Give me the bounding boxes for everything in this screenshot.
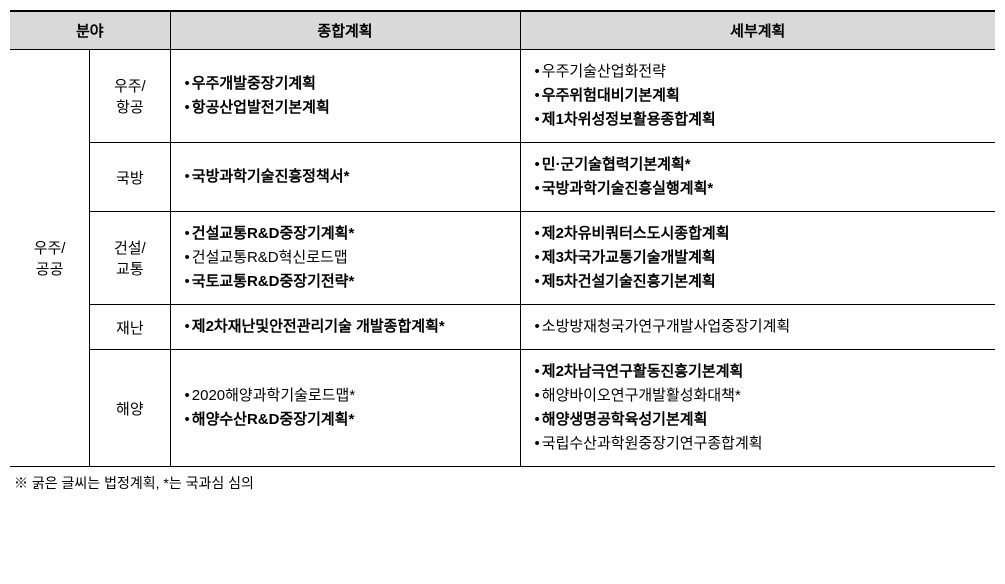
- comprehensive-cell: 제2차재난및안전관리기술 개발종합계획*: [170, 305, 520, 350]
- header-comprehensive: 종합계획: [170, 11, 520, 50]
- subcategory-cell: 우주/항공: [90, 50, 170, 143]
- table-row: 우주/공공우주/항공우주개발중장기계획항공산업발전기본계획우주기술산업화전략우주…: [10, 50, 995, 143]
- table-row: 재난제2차재난및안전관리기술 개발종합계획*소방방재청국가연구개발사업중장기계획: [10, 305, 995, 350]
- comprehensive-cell: 우주개발중장기계획항공산업발전기본계획: [170, 50, 520, 143]
- detail-cell: 민·군기술협력기본계획*국방과학기술진흥실행계획*: [520, 143, 995, 212]
- detail-cell: 제2차유비쿼터스도시종합계획제3차국가교통기술개발계획제5차건설기술진흥기본계획: [520, 212, 995, 305]
- subcategory-cell: 재난: [90, 305, 170, 350]
- table-row: 국방국방과학기술진흥정책서*민·군기술협력기본계획*국방과학기술진흥실행계획*: [10, 143, 995, 212]
- detail-cell: 소방방재청국가연구개발사업중장기계획: [520, 305, 995, 350]
- subcategory-cell: 건설/교통: [90, 212, 170, 305]
- header-detail: 세부계획: [520, 11, 995, 50]
- plan-table: 분야 종합계획 세부계획 우주/공공우주/항공우주개발중장기계획항공산업발전기본…: [10, 10, 995, 467]
- comprehensive-cell: 건설교통R&D중장기계획*건설교통R&D혁신로드맵국토교통R&D중장기전략*: [170, 212, 520, 305]
- table-body: 우주/공공우주/항공우주개발중장기계획항공산업발전기본계획우주기술산업화전략우주…: [10, 50, 995, 467]
- comprehensive-cell: 국방과학기술진흥정책서*: [170, 143, 520, 212]
- comprehensive-cell: 2020해양과학기술로드맵*해양수산R&D중장기계획*: [170, 350, 520, 467]
- header-field: 분야: [10, 11, 170, 50]
- header-row: 분야 종합계획 세부계획: [10, 11, 995, 50]
- footnote: ※ 굵은 글씨는 법정계획, *는 국과심 심의: [10, 467, 995, 493]
- subcategory-cell: 해양: [90, 350, 170, 467]
- main-category-cell: 우주/공공: [10, 50, 90, 467]
- detail-cell: 제2차남극연구활동진흥기본계획해양바이오연구개발활성화대책*해양생명공학육성기본…: [520, 350, 995, 467]
- subcategory-cell: 국방: [90, 143, 170, 212]
- table-row: 건설/교통건설교통R&D중장기계획*건설교통R&D혁신로드맵국토교통R&D중장기…: [10, 212, 995, 305]
- detail-cell: 우주기술산업화전략우주위험대비기본계획제1차위성정보활용종합계획: [520, 50, 995, 143]
- table-row: 해양2020해양과학기술로드맵*해양수산R&D중장기계획*제2차남극연구활동진흥…: [10, 350, 995, 467]
